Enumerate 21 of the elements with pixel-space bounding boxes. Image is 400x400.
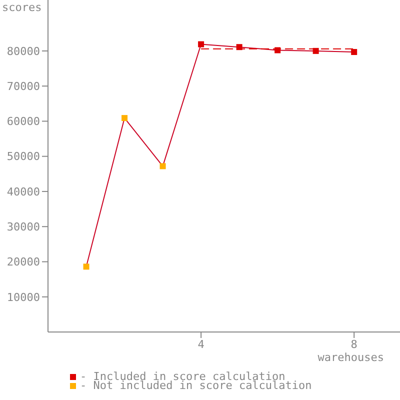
point: [83, 264, 90, 270]
x-tick-label: 4: [198, 338, 205, 351]
point: [122, 115, 128, 122]
point: [198, 41, 204, 48]
point: [351, 48, 358, 55]
y-tick-label: 50000: [6, 150, 40, 164]
y-tick-label: 80000: [6, 44, 40, 58]
y-tick-label: 20000: [6, 256, 40, 269]
point: [236, 44, 242, 50]
point: [274, 47, 281, 54]
x-tick-label: 8: [350, 338, 358, 351]
y-tick-label: 70000: [6, 80, 40, 93]
legend-label: - Not included in score calculation: [80, 379, 312, 392]
y-axis-title: scores: [2, 1, 42, 14]
point: [160, 163, 166, 170]
y-tick-label: 60000: [6, 115, 40, 128]
point: [312, 48, 319, 54]
y-tick-label: 30000: [6, 220, 40, 234]
y-tick-label: 40000: [6, 185, 40, 198]
x-axis-title: warehouses: [318, 351, 384, 364]
y-tick-label: 10000: [6, 290, 40, 304]
